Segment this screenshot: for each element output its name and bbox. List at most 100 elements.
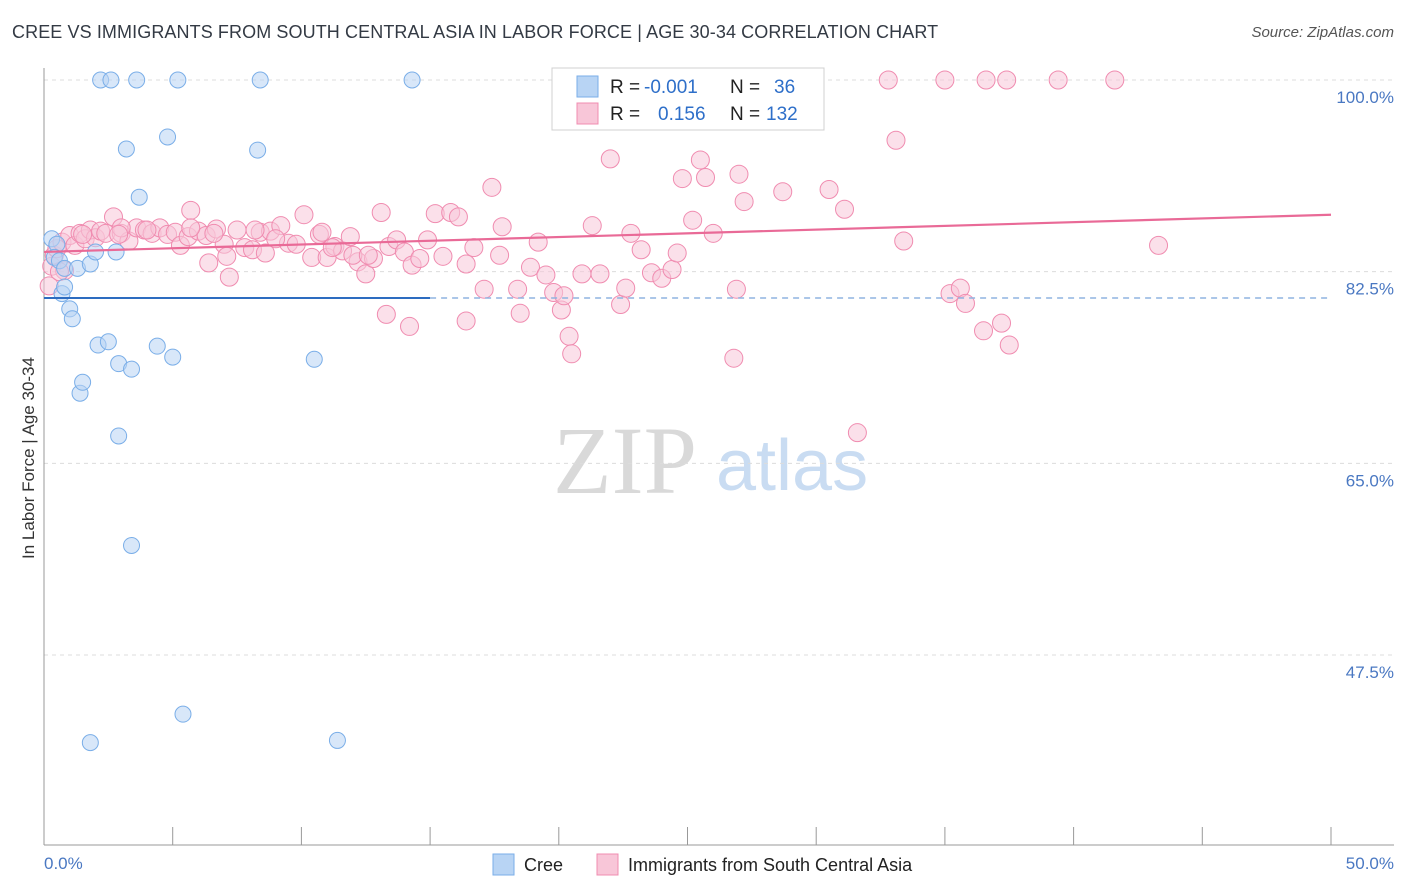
imm-point [976, 70, 996, 90]
imm-point [410, 249, 430, 269]
imm-point [1048, 70, 1068, 90]
imm-point [528, 232, 548, 252]
imm-point [356, 264, 376, 284]
bottom-legend-swatch-cree [492, 853, 515, 876]
imm-point [696, 167, 716, 187]
cree-points [43, 71, 421, 752]
imm-point [690, 150, 710, 170]
imm-point [935, 70, 955, 90]
imm-point [562, 344, 582, 364]
legend-n-value-cree: 36 [774, 77, 795, 98]
imm-point [974, 321, 994, 341]
watermark-atlas: atlas [716, 426, 868, 506]
imm-point [878, 70, 898, 90]
imm-point [181, 218, 201, 238]
legend-r-value-cree: -0.001 [644, 77, 698, 98]
trend-lines [43, 213, 1332, 299]
imm-point [227, 220, 247, 240]
imm-point [724, 348, 744, 368]
legend-swatch-cree [576, 75, 599, 98]
cree-point [328, 731, 346, 749]
imm-point [482, 177, 502, 197]
imm-point [729, 164, 749, 184]
imm-point [245, 220, 265, 240]
imm-point [600, 149, 620, 169]
imm-point [536, 265, 556, 285]
cree-point [164, 348, 182, 366]
imm-point [894, 231, 914, 251]
y-tick-label: 100.0% [1336, 88, 1394, 107]
imm-point [448, 207, 468, 227]
imm-point [456, 311, 476, 331]
imm-point [219, 267, 239, 287]
imm-point [819, 180, 839, 200]
bottom-legend-cree: Cree [524, 855, 563, 875]
imm-point [997, 70, 1017, 90]
bottom-legend-imm: Immigrants from South Central Asia [628, 855, 913, 875]
cree-point [63, 310, 81, 328]
imm-point [492, 217, 512, 237]
imm-point [137, 220, 157, 240]
cree-point [159, 128, 177, 146]
correlation-legend: R = -0.001 N = 36 R = 0.156 N = 132 [551, 67, 825, 131]
imm-point [204, 223, 224, 243]
imm-point [582, 216, 602, 236]
imm-point [621, 223, 641, 243]
legend-n-label-cree: N = [730, 77, 760, 98]
gridlines [44, 79, 1394, 656]
imm-point [662, 259, 682, 279]
imm-point [1149, 235, 1169, 255]
imm-point [667, 243, 687, 263]
cree-point [251, 71, 269, 89]
imm-point [371, 203, 391, 223]
cree-point [117, 140, 135, 158]
cree-point [123, 536, 141, 554]
imm-point [266, 229, 286, 249]
imm-point [217, 246, 237, 266]
cree-point [74, 373, 92, 391]
cree-point [130, 188, 148, 206]
cree-point [107, 243, 125, 261]
imm-point [358, 245, 378, 265]
chart-title: CREE VS IMMIGRANTS FROM SOUTH CENTRAL AS… [12, 22, 939, 42]
bottom-legend-swatch-imm [596, 853, 619, 876]
cree-point [102, 71, 120, 89]
imm-point [734, 192, 754, 212]
imm-point [464, 238, 484, 258]
axes [43, 68, 1394, 846]
legend-n-value-imm: 132 [766, 104, 798, 125]
source-label: Source: ZipAtlas.com [1251, 24, 1394, 41]
watermark-zip: ZIP [553, 407, 697, 514]
cree-point [81, 734, 99, 752]
y-tick-label: 65.0% [1346, 471, 1394, 490]
imm-point [109, 224, 129, 244]
imm-point [199, 253, 219, 273]
imm-point [400, 316, 420, 336]
imm-point [255, 243, 275, 263]
cree-point [110, 427, 128, 445]
imm-point [73, 224, 93, 244]
y-tick-label: 82.5% [1346, 280, 1394, 299]
imm-point [1105, 70, 1125, 90]
imm-point [520, 257, 540, 277]
legend-r-label-cree: R = [610, 77, 640, 98]
imm-point [886, 130, 906, 150]
cree-point [128, 71, 146, 89]
x-ticks [43, 827, 1332, 845]
imm-point [631, 240, 651, 260]
y-tick-label: 47.5% [1346, 663, 1394, 682]
imm-point [572, 264, 592, 284]
cree-point [99, 333, 117, 351]
imm-point [683, 210, 703, 230]
cree-point [169, 71, 187, 89]
imm-trend-line [43, 213, 1332, 254]
imm-point [955, 293, 975, 313]
imm-point [456, 254, 476, 274]
imm-point [510, 303, 530, 323]
y-tick-labels: 100.0% 82.5% 65.0% 47.5% [1336, 88, 1394, 682]
imm-point [312, 222, 332, 242]
imm-point [999, 335, 1019, 355]
imm-point [474, 279, 494, 299]
legend-r-value-imm: 0.156 [658, 104, 706, 125]
